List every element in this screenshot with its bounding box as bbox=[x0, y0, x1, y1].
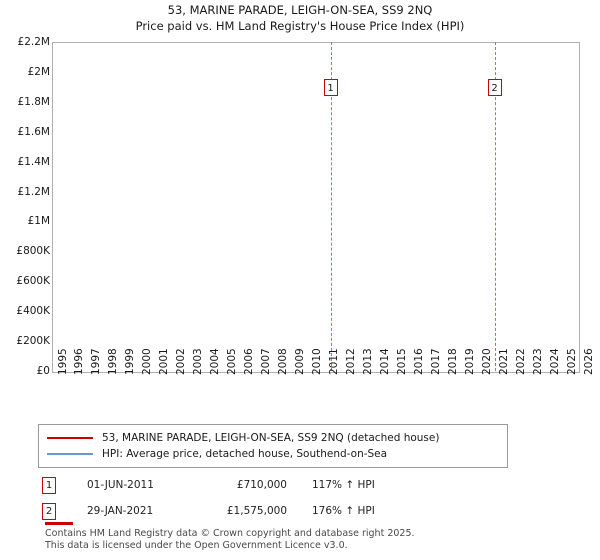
transaction-price-2: £1,575,000 bbox=[226, 505, 287, 517]
x-tick-label: 1999 bbox=[124, 348, 137, 375]
x-tick-label: 2012 bbox=[344, 348, 357, 375]
legend-swatch-hpi bbox=[47, 453, 93, 455]
y-tick-label: £1.2M bbox=[17, 185, 50, 198]
x-tick-label: 2006 bbox=[243, 348, 256, 375]
chart-title: 53, MARINE PARADE, LEIGH-ON-SEA, SS9 2NQ… bbox=[0, 2, 600, 34]
y-tick-label: £2.2M bbox=[17, 36, 50, 48]
event-line-1 bbox=[330, 42, 332, 371]
x-tick-label: 2022 bbox=[514, 348, 527, 375]
x-tick-label: 2008 bbox=[277, 348, 290, 375]
x-tick-label: 2005 bbox=[226, 348, 239, 375]
y-tick-label: £200K bbox=[16, 335, 50, 348]
x-tick-label: 2011 bbox=[327, 348, 340, 375]
x-tick-label: 1997 bbox=[90, 348, 103, 375]
footer-attribution: Contains HM Land Registry data © Crown c… bbox=[45, 528, 565, 551]
y-tick-label: £1.6M bbox=[17, 125, 50, 138]
x-tick-label: 2009 bbox=[294, 348, 307, 375]
chart-legend: 53, MARINE PARADE, LEIGH-ON-SEA, SS9 2NQ… bbox=[38, 424, 508, 468]
y-tick-label: £800K bbox=[16, 245, 50, 258]
x-tick-label: 2013 bbox=[361, 348, 374, 375]
x-tick-label: 2014 bbox=[378, 348, 391, 375]
transaction-row-2[interactable]: 2 29-JAN-2021 £1,575,000 176% ↑ HPI bbox=[42, 500, 512, 522]
transaction-date-1: 01-JUN-2011 bbox=[87, 479, 154, 491]
x-tick-label: 2007 bbox=[260, 348, 273, 375]
x-tick-label: 2018 bbox=[446, 348, 459, 375]
y-tick-label: £0 bbox=[36, 365, 50, 377]
x-tick-label: 2002 bbox=[175, 348, 188, 375]
y-tick-label: £1.4M bbox=[17, 155, 50, 168]
x-tick-label: 2023 bbox=[531, 348, 544, 375]
event-marker-1[interactable]: 1 bbox=[323, 79, 338, 97]
x-tick-label: 2010 bbox=[311, 348, 324, 375]
y-tick-label: £600K bbox=[16, 275, 50, 288]
legend-label-hpi: HPI: Average price, detached house, Sout… bbox=[102, 448, 388, 460]
x-tick-label: 2016 bbox=[412, 348, 425, 375]
x-tick-label: 2017 bbox=[429, 348, 442, 375]
chart-title-line-1: 53, MARINE PARADE, LEIGH-ON-SEA, SS9 2NQ bbox=[167, 3, 433, 17]
plot-border bbox=[52, 42, 580, 373]
y-tick-label: £2M bbox=[27, 65, 50, 78]
y-tick-label: £400K bbox=[16, 305, 50, 318]
x-tick-label: 1996 bbox=[73, 348, 86, 375]
transaction-badge-1: 1 bbox=[42, 476, 56, 494]
transaction-row-1[interactable]: 1 01-JUN-2011 £710,000 117% ↑ HPI bbox=[42, 474, 512, 496]
x-tick-label: 2000 bbox=[141, 348, 154, 375]
x-tick-label: 2020 bbox=[480, 348, 493, 375]
transaction-hpi-delta-2: 176% ↑ HPI bbox=[312, 505, 375, 517]
x-tick-label: 1998 bbox=[107, 348, 120, 375]
x-tick-label: 2003 bbox=[192, 348, 205, 375]
x-tick-label: 2025 bbox=[565, 348, 578, 375]
event-line-2 bbox=[494, 42, 496, 371]
chart-title-line-2: Price paid vs. HM Land Registry's House … bbox=[135, 19, 465, 33]
y-axis-labels: £0 £200K £400K £600K £800K £1M £1.2M £1.4M £1.6M… bbox=[0, 0, 50, 560]
y-tick-label: £1.8M bbox=[17, 95, 50, 108]
x-tick-label: 2024 bbox=[548, 348, 561, 375]
legend-item-hpi: HPI: Average price, detached house, Sout… bbox=[47, 446, 499, 462]
x-tick-label: 2026 bbox=[582, 348, 595, 375]
x-tick-label: 2019 bbox=[463, 348, 476, 375]
event-marker-2[interactable]: 2 bbox=[487, 79, 502, 97]
transaction-date-2: 29-JAN-2021 bbox=[87, 505, 154, 517]
transaction-hpi-delta-1: 117% ↑ HPI bbox=[312, 479, 375, 491]
x-tick-label: 2021 bbox=[497, 348, 510, 375]
footer-divider bbox=[45, 522, 73, 525]
x-tick-label: 1995 bbox=[56, 348, 69, 375]
x-tick-label: 2004 bbox=[209, 348, 222, 375]
legend-label-price-paid: 53, MARINE PARADE, LEIGH-ON-SEA, SS9 2NQ… bbox=[102, 432, 440, 444]
transaction-badge-2: 2 bbox=[42, 502, 56, 520]
legend-swatch-price-paid bbox=[47, 437, 93, 439]
footer-line-1: Contains HM Land Registry data © Crown c… bbox=[45, 528, 415, 539]
footer-line-2: This data is licensed under the Open Gov… bbox=[45, 539, 348, 551]
x-tick-label: 2001 bbox=[158, 348, 171, 375]
legend-item-price-paid: 53, MARINE PARADE, LEIGH-ON-SEA, SS9 2NQ… bbox=[47, 430, 499, 446]
y-tick-label: £1M bbox=[27, 215, 50, 228]
x-tick-label: 2015 bbox=[395, 348, 408, 375]
transaction-price-1: £710,000 bbox=[236, 479, 287, 491]
